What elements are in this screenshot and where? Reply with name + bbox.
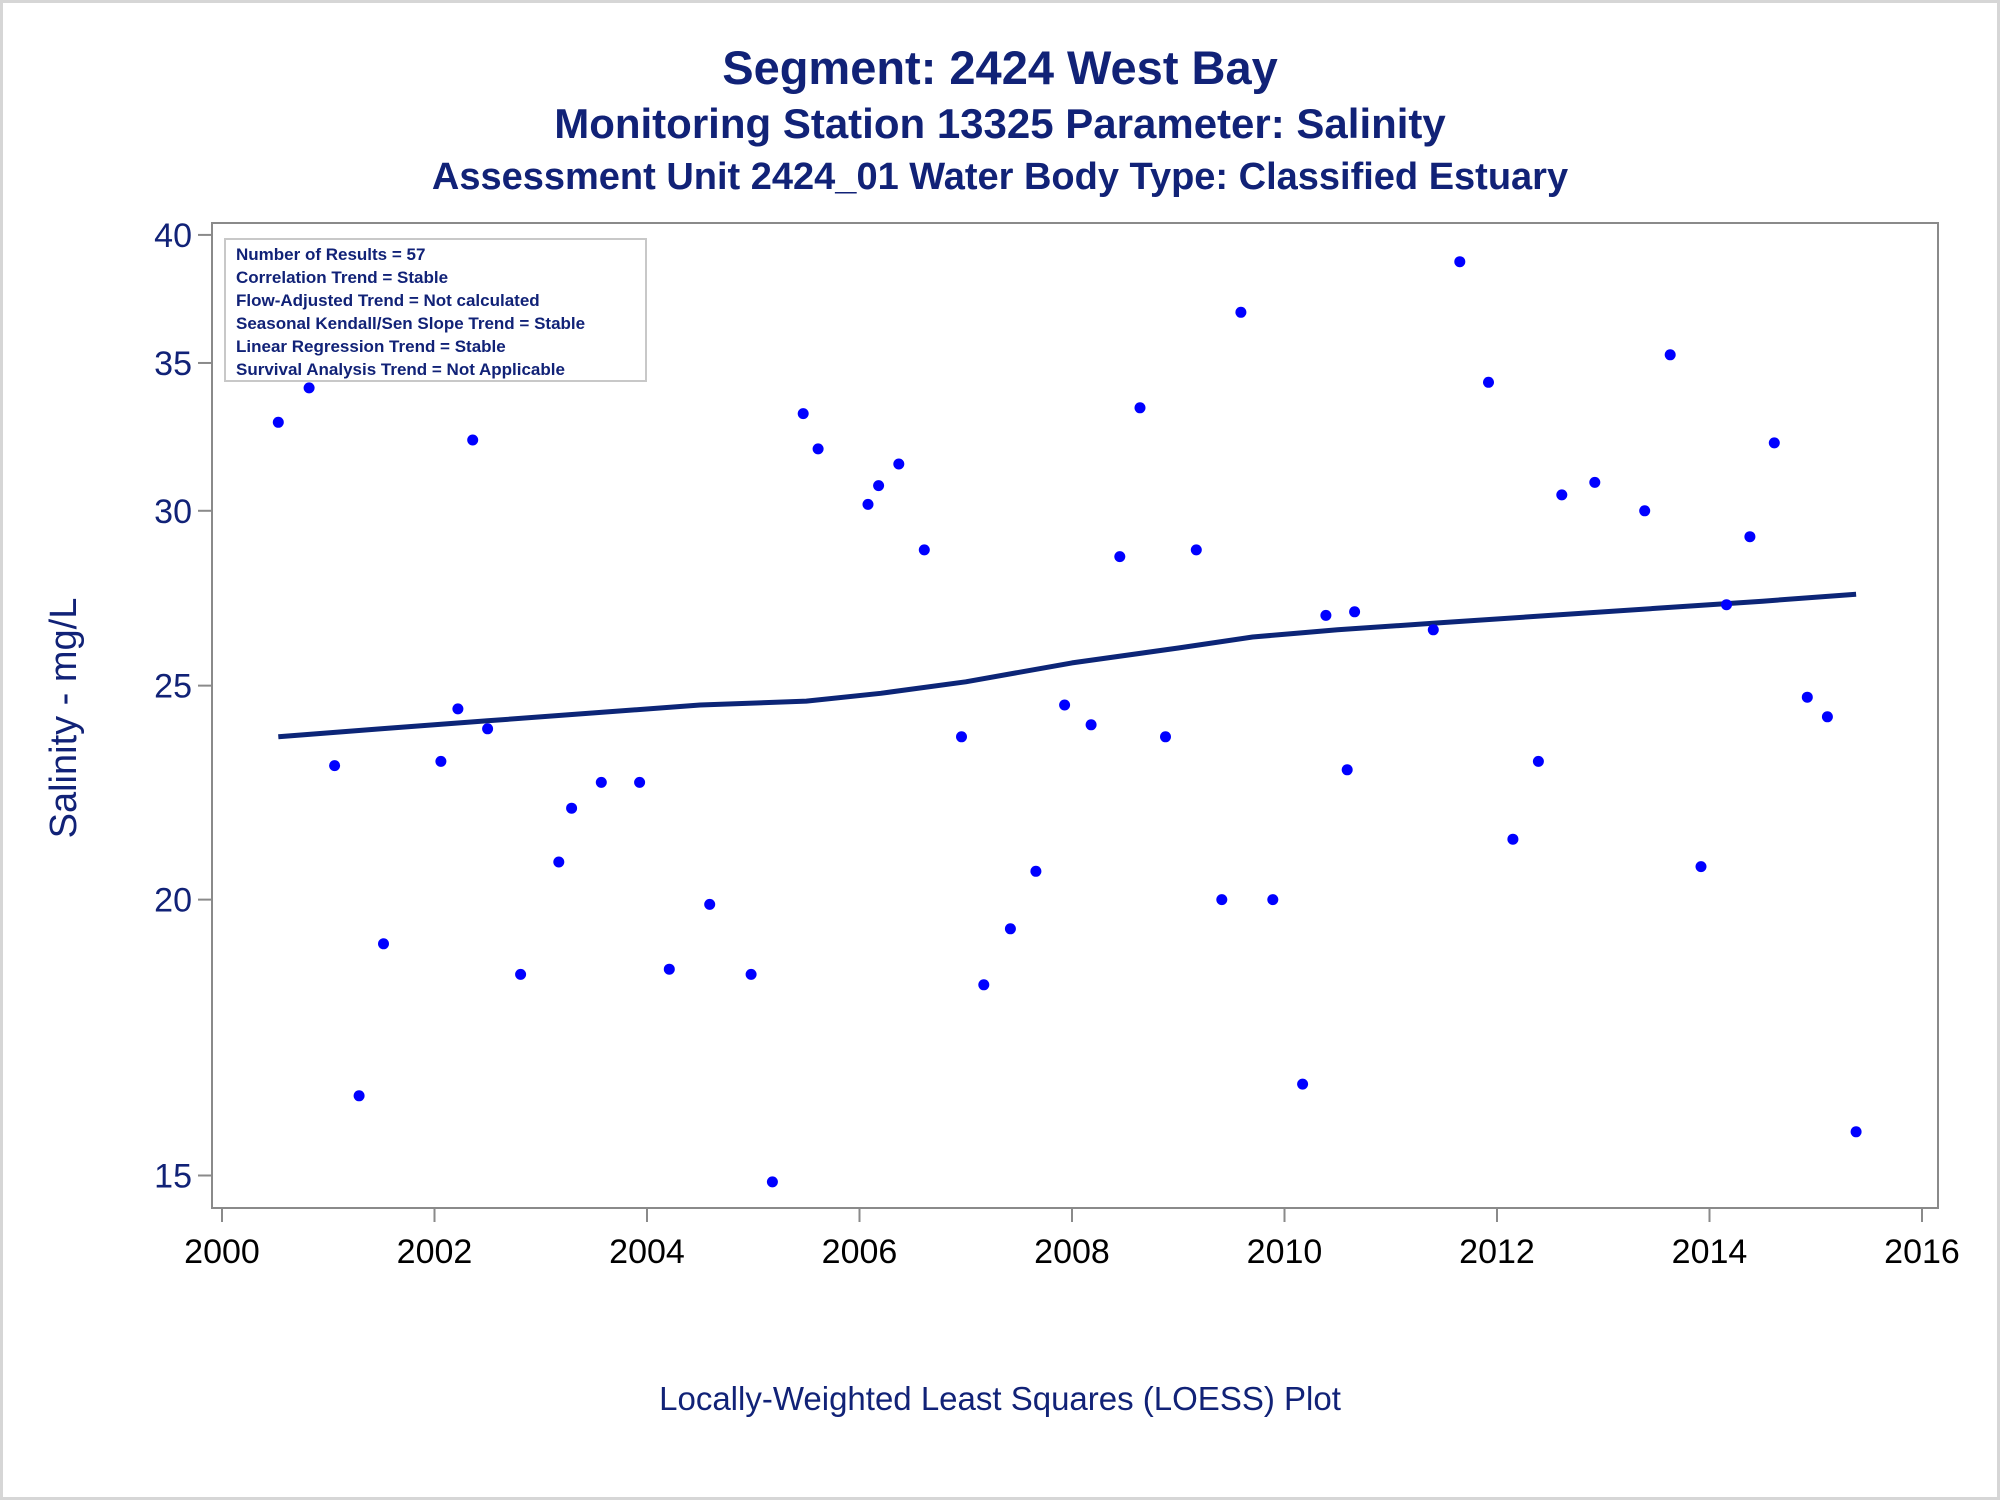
y-axis-title-group: Salinity - mg/L bbox=[43, 598, 85, 839]
data-point bbox=[515, 968, 527, 980]
loess-line-group bbox=[278, 591, 1857, 740]
data-point bbox=[704, 898, 716, 910]
data-point bbox=[1639, 505, 1651, 517]
x-tick-label: 2012 bbox=[1459, 1233, 1535, 1271]
data-point bbox=[595, 776, 607, 788]
data-point bbox=[918, 544, 930, 556]
data-point bbox=[1297, 1078, 1309, 1090]
x-tick-label: 2010 bbox=[1247, 1233, 1323, 1271]
x-tick-label: 2002 bbox=[397, 1233, 473, 1271]
data-point bbox=[1695, 861, 1707, 873]
data-point bbox=[1235, 306, 1247, 318]
data-point bbox=[1267, 894, 1279, 906]
data-point bbox=[766, 1176, 778, 1188]
data-point bbox=[452, 703, 464, 715]
data-point bbox=[1134, 402, 1146, 414]
data-point bbox=[1004, 923, 1016, 935]
data-point bbox=[634, 776, 646, 788]
data-point bbox=[1483, 376, 1494, 388]
y-tick-label: 15 bbox=[154, 1157, 192, 1195]
data-point bbox=[1801, 691, 1813, 703]
data-point bbox=[663, 963, 675, 975]
data-point bbox=[1532, 755, 1544, 767]
data-point bbox=[1664, 349, 1676, 361]
data-point bbox=[1059, 699, 1071, 711]
data-point bbox=[435, 755, 447, 767]
trend-line-survival-analysis: Survival Analysis Trend = Not Applicable bbox=[236, 360, 565, 379]
trend-line-results: Number of Results = 57 bbox=[236, 245, 425, 264]
x-tick-label: 2008 bbox=[1034, 1233, 1110, 1271]
y-tick-label: 25 bbox=[154, 668, 192, 706]
data-point bbox=[1556, 489, 1568, 501]
y-tick-label: 40 bbox=[154, 217, 192, 255]
y-tick-label: 30 bbox=[154, 493, 192, 531]
data-point bbox=[1507, 833, 1519, 845]
data-point bbox=[862, 498, 874, 510]
data-point bbox=[1427, 624, 1439, 636]
data-point bbox=[378, 938, 389, 950]
data-point bbox=[956, 731, 967, 743]
x-tick-label: 2014 bbox=[1672, 1233, 1748, 1271]
data-point bbox=[566, 802, 578, 814]
data-point bbox=[1341, 764, 1353, 776]
data-point bbox=[1085, 719, 1097, 731]
data-point bbox=[1850, 1126, 1862, 1138]
data-point bbox=[1160, 731, 1171, 743]
plot-footnote: Locally-Weighted Least Squares (LOESS) P… bbox=[659, 1380, 1341, 1417]
data-point bbox=[1030, 865, 1042, 877]
loess-trend-line bbox=[278, 591, 1857, 740]
data-point bbox=[1768, 437, 1780, 449]
trend-line-linear-regression: Linear Regression Trend = Stable bbox=[236, 337, 506, 356]
y-tick-label: 35 bbox=[154, 345, 192, 383]
data-point bbox=[873, 480, 885, 492]
axes: 15 20 25 30 35 40 2000 2002 2004 2006 2008 2010 2012… bbox=[154, 217, 1960, 1271]
data-point bbox=[1114, 551, 1126, 563]
data-point bbox=[329, 760, 341, 772]
data-point bbox=[353, 1090, 365, 1102]
x-tick-label: 2000 bbox=[184, 1233, 260, 1271]
x-tick-label: 2004 bbox=[609, 1233, 685, 1271]
data-point bbox=[1216, 894, 1228, 906]
plot-area-border bbox=[211, 222, 1939, 1209]
data-point bbox=[797, 408, 809, 420]
chart-subtitle-station: Monitoring Station 13325 Parameter: Sali… bbox=[554, 100, 1446, 147]
data-point bbox=[812, 443, 824, 455]
data-point bbox=[1454, 256, 1466, 268]
data-point bbox=[467, 434, 479, 446]
trend-summary-box: Number of Results = 57 Correlation Trend… bbox=[224, 238, 647, 382]
x-tick-label: 2016 bbox=[1884, 1233, 1960, 1271]
data-point bbox=[1821, 711, 1833, 723]
trend-line-seasonal-kendall: Seasonal Kendall/Sen Slope Trend = Stabl… bbox=[236, 314, 585, 333]
y-axis-title: Salinity - mg/L bbox=[43, 598, 85, 839]
x-tick-label: 2006 bbox=[822, 1233, 898, 1271]
data-point bbox=[978, 979, 990, 991]
chart-title: Segment: 2424 West Bay bbox=[722, 41, 1278, 94]
data-point bbox=[1589, 476, 1601, 488]
data-point bbox=[893, 458, 905, 470]
chart-subtitle-assessment: Assessment Unit 2424_01 Water Body Type:… bbox=[431, 156, 1569, 198]
data-point bbox=[1190, 544, 1202, 556]
data-point bbox=[1349, 606, 1361, 618]
data-point bbox=[745, 968, 757, 980]
trend-line-flow-adjusted: Flow-Adjusted Trend = Not calculated bbox=[236, 291, 540, 310]
y-tick-label: 20 bbox=[154, 882, 192, 920]
data-point bbox=[553, 856, 565, 868]
data-point bbox=[272, 416, 284, 428]
data-point bbox=[1744, 531, 1756, 543]
data-point bbox=[1320, 609, 1332, 621]
data-point bbox=[1721, 599, 1732, 611]
data-points bbox=[272, 256, 1862, 1188]
data-point bbox=[482, 723, 494, 735]
trend-line-correlation: Correlation Trend = Stable bbox=[236, 268, 448, 287]
data-point bbox=[303, 382, 315, 394]
